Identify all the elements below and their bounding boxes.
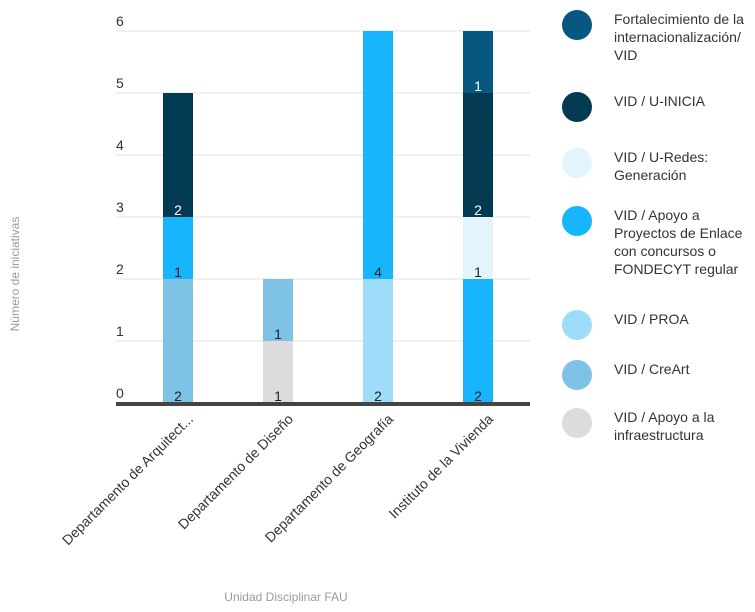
data-label: 1 bbox=[274, 326, 282, 342]
category-labels: Departamento de Arquitect...Departamento… bbox=[59, 411, 496, 548]
data-label: 1 bbox=[474, 264, 482, 280]
legend-item: VID / U-INICIA bbox=[562, 92, 755, 122]
legend-label: VID / PROA bbox=[614, 311, 689, 327]
category-label: Instituto de la Vivienda bbox=[385, 411, 496, 522]
data-label: 2 bbox=[174, 202, 182, 218]
bars: 2 1 2 1 1 2 4 2 1 2 1 bbox=[163, 31, 493, 404]
data-label: 1 bbox=[174, 264, 182, 280]
data-label: 2 bbox=[474, 388, 482, 404]
data-label: 1 bbox=[274, 388, 282, 404]
legend-swatch bbox=[562, 206, 592, 236]
y-tick-label: 0 bbox=[116, 385, 124, 401]
y-axis-title: Número de iniciativas bbox=[8, 217, 22, 332]
legend-label: Fortalecimiento de la internacionalizaci… bbox=[614, 11, 744, 63]
legend-swatch bbox=[562, 360, 592, 390]
y-tick-labels: 0 1 2 3 4 5 6 bbox=[116, 13, 124, 401]
bar-segment bbox=[263, 341, 293, 403]
legend-item: VID / Apoyo a la infraestructura bbox=[562, 408, 755, 444]
bar-segment bbox=[363, 279, 393, 403]
legend-swatch bbox=[562, 408, 592, 438]
legend-label: VID / U-INICIA bbox=[614, 93, 706, 109]
data-label: 1 bbox=[474, 78, 482, 94]
legend-item: VID / CreArt bbox=[562, 360, 755, 390]
legend-label: VID / CreArt bbox=[614, 361, 690, 377]
legend-swatch bbox=[562, 92, 592, 122]
legend-swatch bbox=[562, 10, 592, 40]
x-axis-title: Unidad Disciplinar FAU bbox=[224, 590, 347, 604]
y-tick-label: 1 bbox=[116, 323, 124, 339]
data-label: 2 bbox=[174, 388, 182, 404]
legend-item: VID / PROA bbox=[562, 310, 755, 340]
bar-segment bbox=[163, 279, 193, 403]
legend-item: VID / Apoyo a Proyectos de Enlace con co… bbox=[562, 206, 755, 278]
y-tick-label: 6 bbox=[116, 13, 124, 29]
bar-segment bbox=[363, 31, 393, 279]
y-tick-label: 3 bbox=[116, 199, 124, 215]
y-tick-label: 4 bbox=[116, 137, 124, 153]
data-label: 4 bbox=[374, 264, 382, 280]
bar-segment bbox=[163, 93, 193, 217]
data-label: 2 bbox=[474, 202, 482, 218]
bar-segment bbox=[463, 279, 493, 403]
legend-item: Fortalecimiento de la internacionalizaci… bbox=[562, 10, 755, 64]
category-label: Departamento de Arquitect... bbox=[59, 411, 196, 548]
legend-swatch bbox=[562, 148, 592, 178]
legend-swatch bbox=[562, 310, 592, 340]
category-label: Departamento de Diseño bbox=[175, 411, 297, 533]
legend-label: VID / U-Redes: Generación bbox=[614, 149, 709, 183]
bar-segment bbox=[463, 93, 493, 217]
y-tick-label: 5 bbox=[116, 75, 124, 91]
legend-label: VID / Apoyo a Proyectos de Enlace con co… bbox=[614, 207, 743, 277]
bar-segment bbox=[463, 31, 493, 93]
legend-item: VID / U-Redes: Generación bbox=[562, 148, 755, 184]
legend-label: VID / Apoyo a la infraestructura bbox=[614, 409, 715, 443]
y-tick-label: 2 bbox=[116, 261, 124, 277]
bar-segment bbox=[263, 279, 293, 341]
bar-segment bbox=[163, 217, 193, 279]
data-label: 2 bbox=[374, 388, 382, 404]
bar-segment bbox=[463, 217, 493, 279]
